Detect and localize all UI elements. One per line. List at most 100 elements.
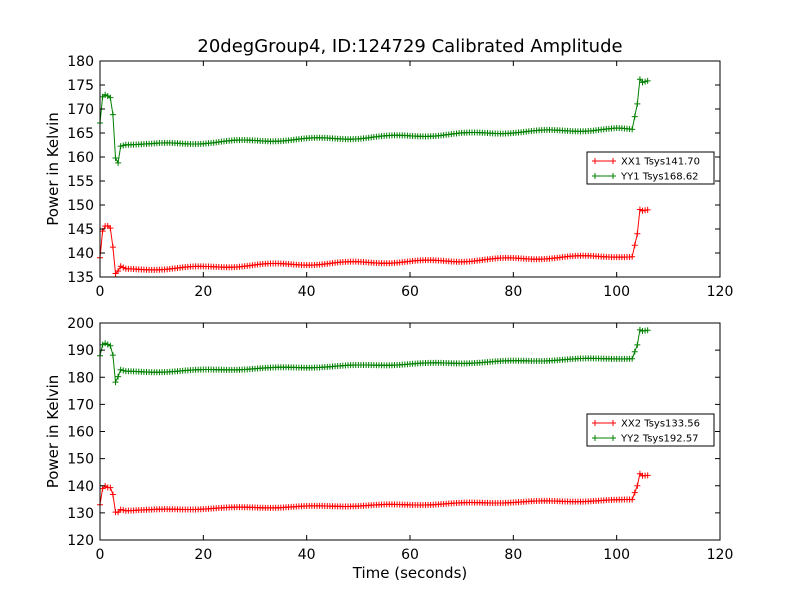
x-tick-label: 60 [401, 547, 419, 563]
data-point-marker [644, 327, 651, 334]
data-point-marker [629, 253, 636, 260]
data-point-marker [102, 340, 109, 347]
data-point-marker [99, 341, 106, 348]
y-tick-label: 190 [67, 343, 94, 359]
x-axis-label: Time (seconds) [352, 564, 468, 582]
legend-box [586, 151, 715, 185]
series-xx1 [97, 206, 651, 277]
x-tick-label: 20 [194, 284, 212, 300]
data-point-marker [644, 206, 651, 213]
legend-marker [610, 173, 616, 179]
chart-title: 20degGroup4, ID:124729 Calibrated Amplit… [197, 36, 622, 57]
y-tick-label: 120 [67, 533, 94, 549]
y-tick-label: 170 [67, 397, 94, 413]
x-tick-label: 60 [401, 284, 419, 300]
legend-label: XX1 Tsys141.70 [621, 157, 700, 168]
data-point-marker [634, 482, 641, 489]
data-point-marker [634, 100, 641, 107]
legend-marker [592, 173, 598, 179]
legend-label: YY2 Tsys192.57 [620, 434, 699, 445]
x-tick-label: 40 [298, 547, 316, 563]
data-point-marker [115, 509, 122, 516]
data-point-marker [109, 111, 116, 118]
data-point-marker [115, 373, 122, 380]
data-point-marker [634, 230, 641, 237]
data-point-marker [120, 142, 127, 149]
legend-marker [592, 420, 598, 426]
y-tick-label: 180 [67, 370, 94, 386]
y-tick-label: 200 [67, 316, 94, 332]
y-tick-label: 140 [67, 479, 94, 495]
data-point-marker [644, 472, 651, 479]
data-point-marker [102, 91, 109, 98]
data-point-marker [99, 485, 106, 492]
y-axis-label: Power in Kelvin [44, 375, 62, 489]
data-point-marker [117, 366, 124, 373]
series-yy2 [97, 326, 651, 386]
data-point-marker [639, 79, 646, 86]
x-tick-label: 80 [504, 284, 522, 300]
x-tick-label: 40 [298, 284, 316, 300]
data-point-marker [629, 355, 636, 362]
y-tick-label: 150 [67, 452, 94, 468]
data-point-marker [107, 225, 114, 232]
legend-marker [610, 158, 616, 164]
data-point-marker [636, 326, 643, 333]
y-tick-label: 155 [67, 174, 94, 190]
data-point-marker [120, 507, 127, 514]
x-tick-label: 0 [96, 547, 105, 563]
data-point-marker [120, 367, 127, 374]
y-tick-label: 170 [67, 102, 94, 118]
data-point-marker [112, 379, 119, 386]
y-tick-label: 140 [67, 246, 94, 262]
data-point-marker [634, 341, 641, 348]
data-point-marker [117, 263, 124, 270]
x-tick-label: 20 [194, 547, 212, 563]
data-point-marker [115, 159, 122, 166]
x-tick-label: 100 [603, 284, 630, 300]
y-tick-label: 160 [67, 150, 94, 166]
data-point-marker [629, 126, 636, 133]
x-tick-label: 80 [504, 547, 522, 563]
data-point-marker [631, 113, 638, 120]
data-point-marker [631, 242, 638, 249]
legend-marker [592, 158, 598, 164]
x-tick-label: 120 [707, 547, 734, 563]
data-point-marker [631, 489, 638, 496]
legend-label: XX2 Tsys133.56 [621, 419, 700, 430]
y-tick-label: 175 [67, 78, 94, 94]
x-tick-label: 100 [603, 547, 630, 563]
legend-marker [610, 420, 616, 426]
y-tick-label: 150 [67, 198, 94, 214]
y-tick-label: 145 [67, 222, 94, 238]
data-point-marker [636, 76, 643, 83]
data-point-marker [112, 154, 119, 161]
data-point-marker [117, 143, 124, 150]
y-tick-label: 180 [67, 54, 94, 70]
data-point-marker [636, 206, 643, 213]
legend: XX2 Tsys133.56 YY2 Tsys192.57 [586, 413, 715, 447]
legend: XX1 Tsys141.70 YY1 Tsys168.62 [586, 151, 715, 185]
x-tick-label: 0 [96, 284, 105, 300]
data-point-marker [644, 77, 651, 84]
data-point-marker [107, 342, 114, 349]
x-tick-label: 120 [707, 284, 734, 300]
legend-label: YY1 Tsys168.62 [620, 172, 699, 183]
data-point-marker [109, 352, 116, 359]
subplot-1: 0 20 40 60 80 100 120 135 140 145 150 155 160 165 170 1… [44, 54, 733, 300]
subplot-2: 0 20 40 60 80 100 120 120 130 140 150 160 170 180 190 2… [44, 316, 733, 582]
y-tick-label: 160 [67, 425, 94, 441]
data-point-marker [120, 264, 127, 271]
data-point-marker [104, 341, 111, 348]
series-yy1 [97, 76, 651, 166]
y-axis-label: Power in Kelvin [44, 112, 62, 226]
series-line [99, 77, 648, 165]
data-point-marker [107, 94, 114, 101]
series-line [99, 329, 648, 384]
data-point-marker [107, 484, 114, 491]
y-tick-label: 135 [67, 270, 94, 286]
legend-marker [610, 435, 616, 441]
y-tick-label: 165 [67, 126, 94, 142]
legend-marker [592, 435, 598, 441]
